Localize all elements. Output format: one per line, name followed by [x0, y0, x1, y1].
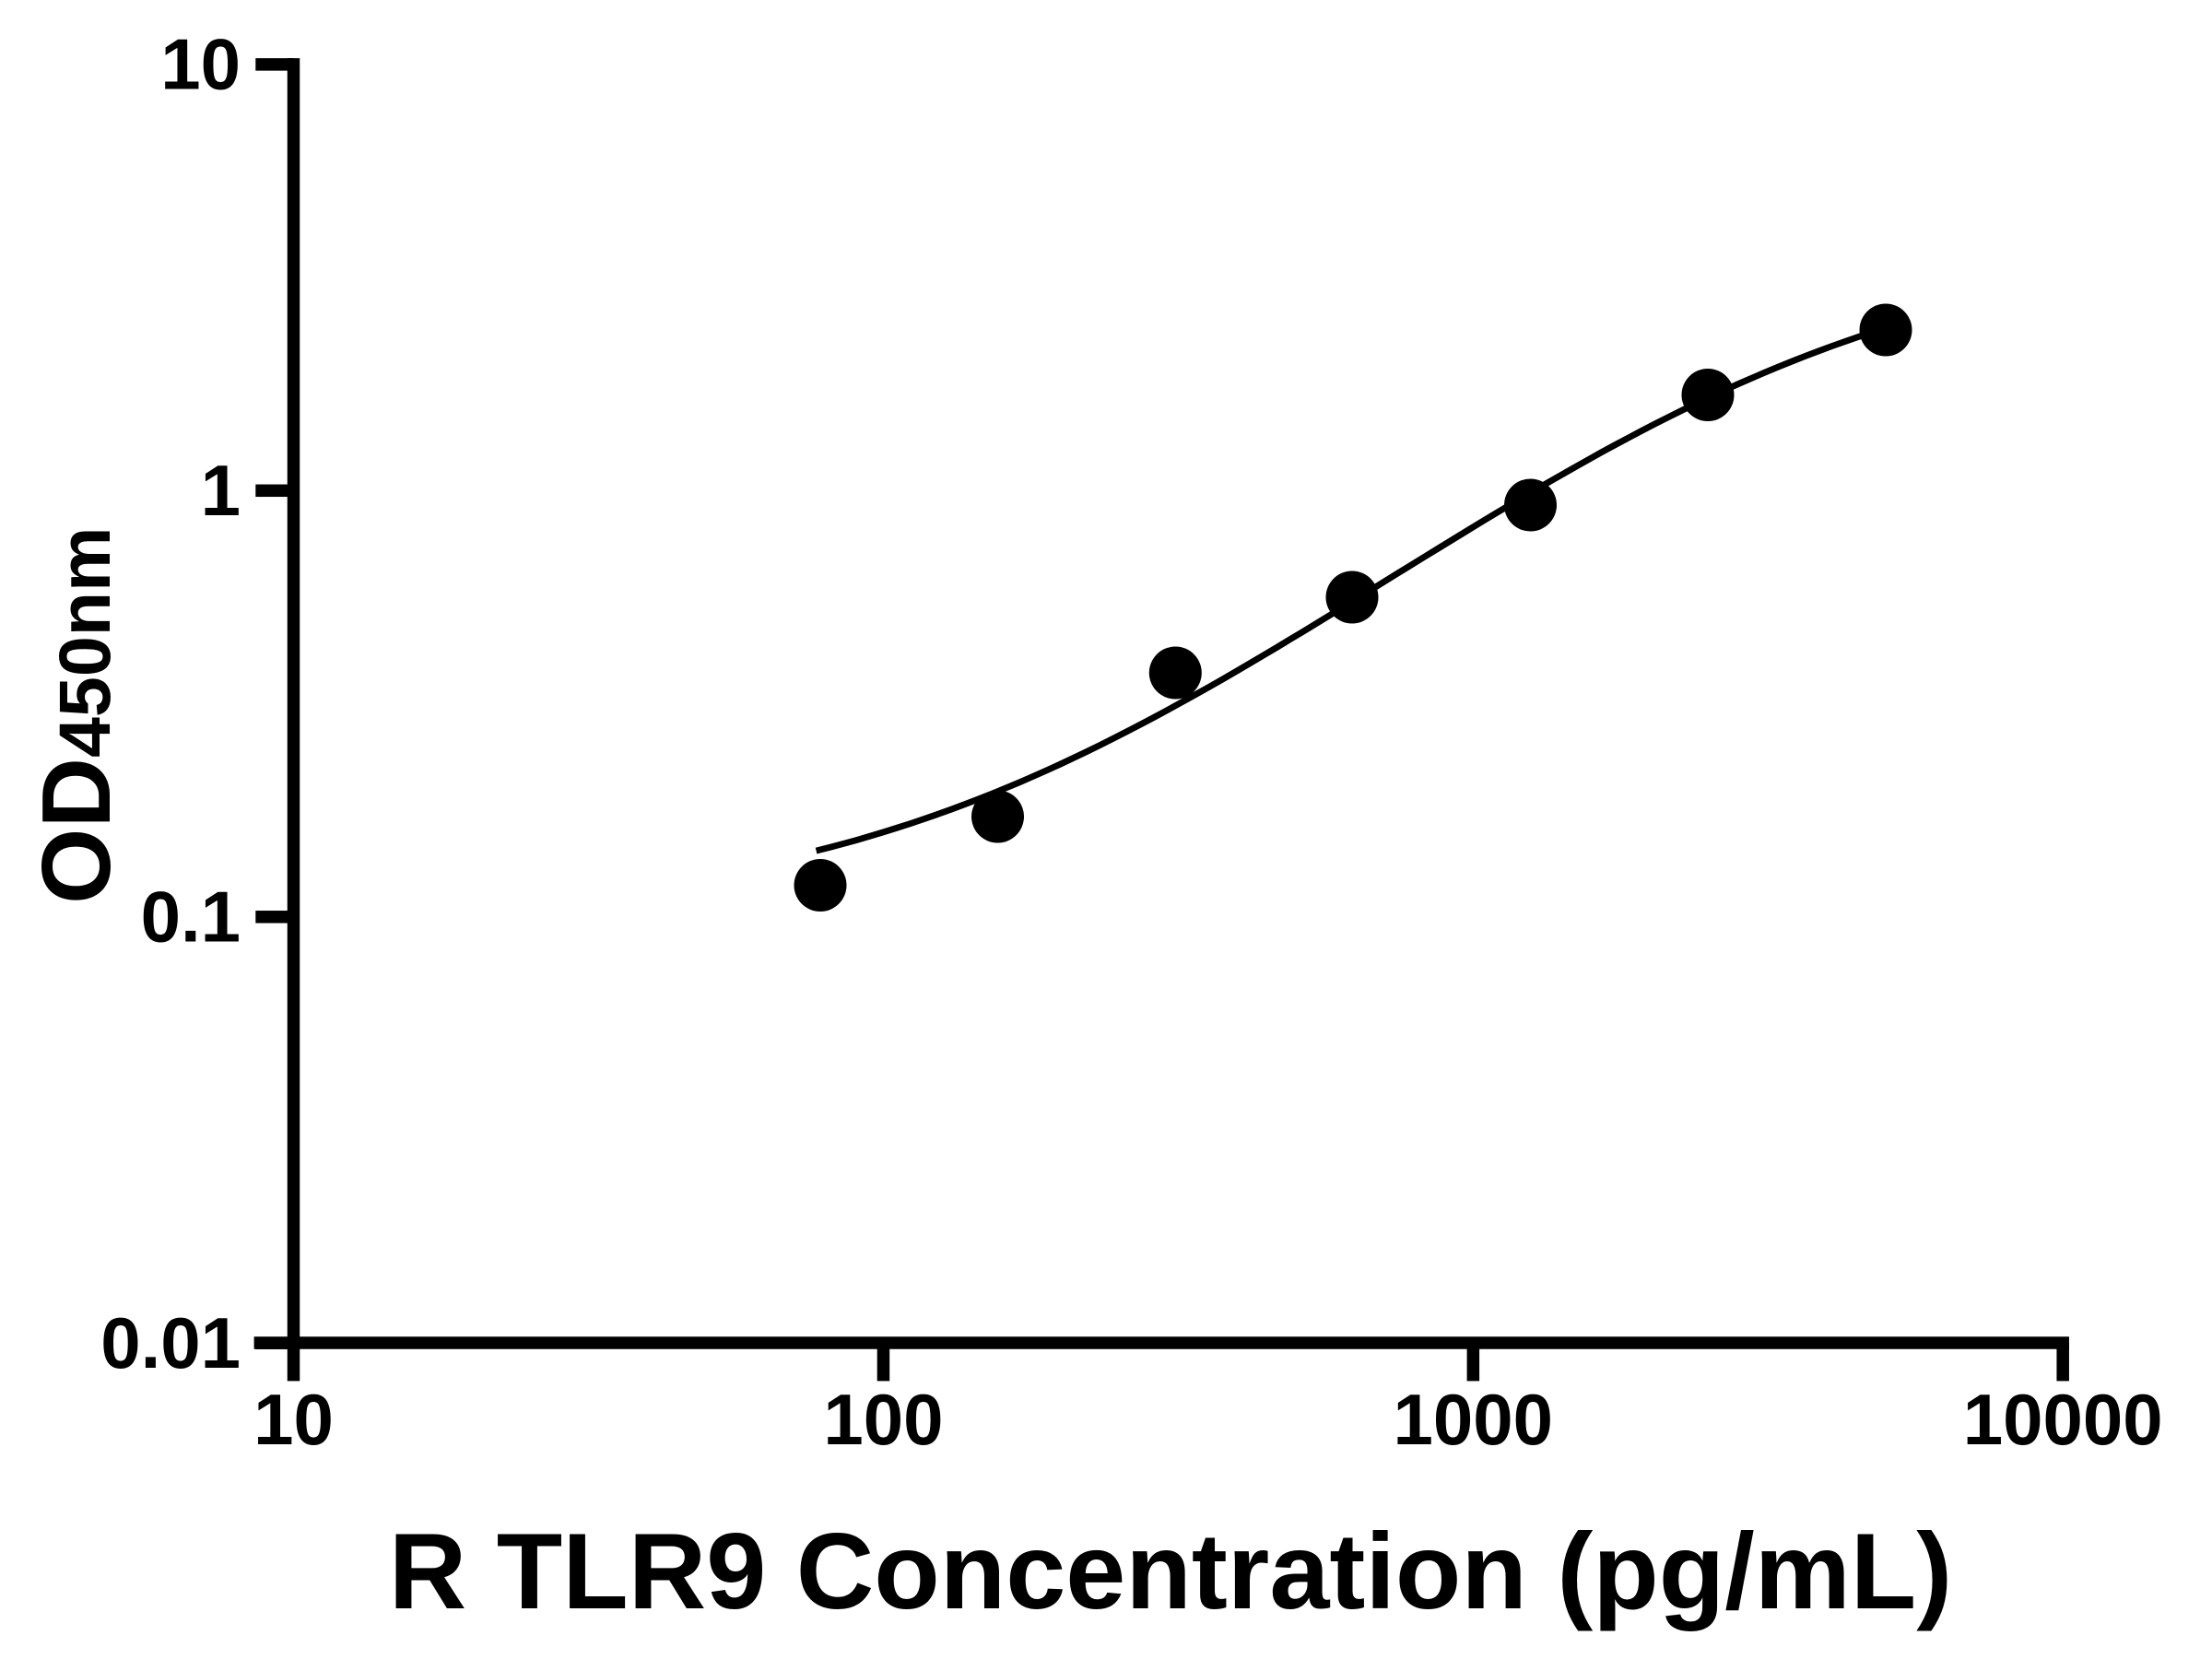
svg-text:10: 10 [160, 24, 241, 105]
svg-text:R TLR9 Concentration (pg/mL): R TLR9 Concentration (pg/mL) [389, 1511, 1952, 1631]
svg-text:10: 10 [253, 1379, 334, 1460]
svg-text:1: 1 [201, 450, 241, 531]
svg-text:100: 100 [823, 1379, 943, 1460]
svg-text:1000: 1000 [1394, 1379, 1554, 1460]
svg-text:10000: 10000 [1963, 1379, 2163, 1460]
svg-text:OD450nm: OD450nm [22, 527, 131, 904]
svg-text:0.1: 0.1 [141, 877, 241, 958]
svg-text:0.01: 0.01 [100, 1302, 241, 1383]
